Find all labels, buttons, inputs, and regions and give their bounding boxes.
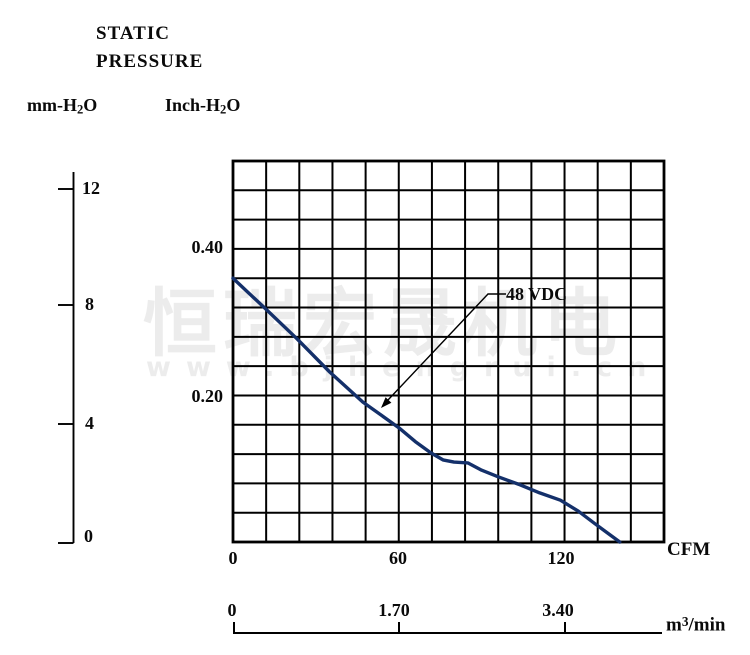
chart-title: STATIC PRESSURE	[96, 20, 203, 76]
cfm-tick-60: 60	[389, 548, 407, 568]
chart-title-line2: PRESSURE	[96, 51, 204, 72]
mm-tick-4: 4	[85, 413, 94, 433]
m3-min-unit-label: m3/min	[666, 614, 726, 636]
pressure-curve-48vdc	[231, 276, 622, 544]
inch-tick-020: 0.20	[191, 386, 224, 406]
m3-tick-170: 1.70	[378, 600, 410, 620]
watermark-url-text: www.bjhengrui.cn	[146, 352, 662, 383]
chart-title-line1: STATIC	[96, 23, 170, 44]
inch-tick-040: 0.40	[191, 237, 224, 257]
mm-tick-0: 0	[84, 526, 93, 546]
cfm-tick-0: 0	[228, 548, 238, 568]
annotation-arrow	[381, 293, 506, 408]
watermark-chinese-text: 恒瑞宏晟机电	[143, 281, 623, 367]
cfm-unit-label: CFM	[667, 539, 711, 560]
mm-h2o-unit-label: mm-H2O	[27, 95, 98, 117]
m3-tick-340: 3.40	[542, 600, 574, 620]
mm-h2o-axis-ruler	[58, 172, 75, 544]
m3-tick-0: 0	[227, 600, 237, 620]
m3-min-axis-ruler	[233, 622, 662, 634]
cfm-tick-120: 120	[547, 548, 575, 568]
grid-lines	[231, 159, 666, 544]
mm-tick-12: 12	[82, 178, 100, 198]
mm-tick-8: 8	[85, 294, 94, 314]
curve-voltage-label: 48 VDC	[506, 284, 568, 304]
inch-h2o-unit-label: Inch-H2O	[165, 95, 241, 117]
